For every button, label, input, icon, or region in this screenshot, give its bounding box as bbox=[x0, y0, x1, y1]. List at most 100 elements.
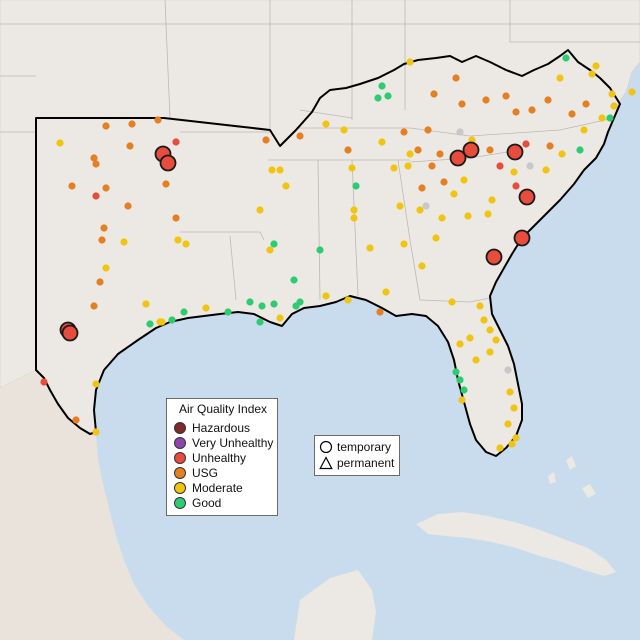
good-swatch bbox=[174, 496, 186, 509]
legend-label: Good bbox=[192, 495, 222, 510]
moderate-site bbox=[348, 164, 356, 172]
legend-label: Very Unhealthy bbox=[192, 435, 274, 450]
usg-site bbox=[90, 302, 98, 310]
good-site bbox=[146, 320, 154, 328]
moderate-site bbox=[466, 334, 474, 342]
circle-icon bbox=[319, 440, 333, 454]
moderate-site bbox=[450, 190, 458, 198]
legend-label: Hazardous bbox=[192, 420, 251, 435]
usg-site bbox=[102, 184, 110, 192]
usg-site bbox=[428, 162, 436, 170]
legend-item-very-unhealthy: Very Unhealthy bbox=[174, 435, 273, 450]
unhealthy-swatch bbox=[174, 451, 186, 464]
usg-site bbox=[440, 178, 448, 186]
moderate-site bbox=[92, 380, 100, 388]
usg-swatch bbox=[174, 466, 186, 479]
unhealthy-site bbox=[92, 192, 100, 200]
unhealthy-site bbox=[172, 138, 180, 146]
moderate-site bbox=[588, 70, 596, 78]
good-site bbox=[378, 82, 386, 90]
florida-land bbox=[438, 298, 522, 456]
legend-title: Air Quality Index bbox=[179, 402, 268, 416]
usg-site bbox=[452, 74, 460, 82]
good-site bbox=[452, 368, 460, 376]
moderate-site bbox=[350, 214, 358, 222]
usg-site bbox=[68, 182, 76, 190]
no-data-site bbox=[422, 202, 430, 210]
good-site bbox=[168, 316, 176, 324]
moderate-site bbox=[322, 292, 330, 300]
moderate-site bbox=[268, 166, 276, 174]
good-site bbox=[316, 246, 324, 254]
monitor-type-legend: temporary permanent bbox=[314, 435, 400, 476]
moderate-site bbox=[456, 340, 464, 348]
moderate-site bbox=[510, 404, 518, 412]
unhealthy-site bbox=[522, 140, 530, 148]
moderate-site bbox=[438, 214, 446, 222]
no-data-site bbox=[526, 162, 534, 170]
legend-item-usg: USG bbox=[174, 465, 218, 480]
legend-item-moderate: Moderate bbox=[174, 480, 243, 495]
moderate-swatch bbox=[174, 481, 186, 494]
moderate-site bbox=[276, 166, 284, 174]
usg-site bbox=[172, 214, 180, 222]
legend-label: USG bbox=[192, 465, 219, 480]
moderate-site bbox=[174, 236, 182, 244]
usg-site bbox=[414, 146, 422, 154]
moderate-site bbox=[476, 302, 484, 310]
usg-site bbox=[154, 116, 162, 124]
state-boundaries bbox=[0, 0, 640, 303]
legend-label: Moderate bbox=[192, 480, 243, 495]
moderate-site bbox=[508, 440, 516, 448]
moderate-site bbox=[322, 120, 330, 128]
moderate-site bbox=[378, 138, 386, 146]
usg-site bbox=[458, 100, 466, 108]
moderate-site bbox=[598, 114, 606, 122]
good-site bbox=[256, 318, 264, 326]
unhealthy-site bbox=[512, 182, 520, 190]
unhealthy-temporary-monitor bbox=[485, 248, 503, 266]
usg-site bbox=[486, 146, 494, 154]
moderate-site bbox=[496, 444, 504, 452]
triangle-icon bbox=[319, 456, 333, 470]
moderate-site bbox=[92, 428, 100, 436]
good-site bbox=[224, 308, 232, 316]
moderate-site bbox=[510, 168, 518, 176]
moderate-site bbox=[472, 356, 480, 364]
monitor-sites bbox=[40, 54, 636, 452]
region-boundary bbox=[35, 49, 621, 457]
moderate-site bbox=[266, 246, 274, 254]
moderate-site bbox=[396, 202, 404, 210]
usg-site bbox=[100, 224, 108, 232]
usg-site bbox=[482, 96, 490, 104]
moderate-site bbox=[406, 150, 414, 158]
good-site bbox=[384, 92, 392, 100]
moderate-site bbox=[202, 304, 210, 312]
good-site bbox=[576, 146, 584, 154]
usg-site bbox=[90, 154, 98, 162]
legend-item-good: Good bbox=[174, 495, 221, 510]
moderate-site bbox=[464, 212, 472, 220]
legend-item-hazardous: Hazardous bbox=[174, 420, 250, 435]
moderate-site bbox=[580, 126, 588, 134]
good-site bbox=[270, 300, 278, 308]
usg-site bbox=[126, 142, 134, 150]
moderate-site bbox=[400, 240, 408, 248]
moderate-site bbox=[102, 264, 110, 272]
usg-site bbox=[528, 106, 536, 114]
moderate-site bbox=[460, 176, 468, 184]
moderate-site bbox=[512, 434, 520, 442]
moderate-site bbox=[282, 182, 290, 190]
moderate-site bbox=[628, 88, 636, 96]
usg-site bbox=[96, 278, 104, 286]
moderate-site bbox=[506, 388, 514, 396]
usg-site bbox=[582, 100, 590, 108]
unhealthy-temporary-monitor bbox=[506, 143, 524, 161]
good-site bbox=[270, 240, 278, 248]
legend-item-permanent: permanent bbox=[319, 455, 394, 471]
unhealthy-temporary-monitor bbox=[159, 154, 177, 172]
good-site bbox=[562, 54, 570, 62]
moderate-site bbox=[504, 420, 512, 428]
